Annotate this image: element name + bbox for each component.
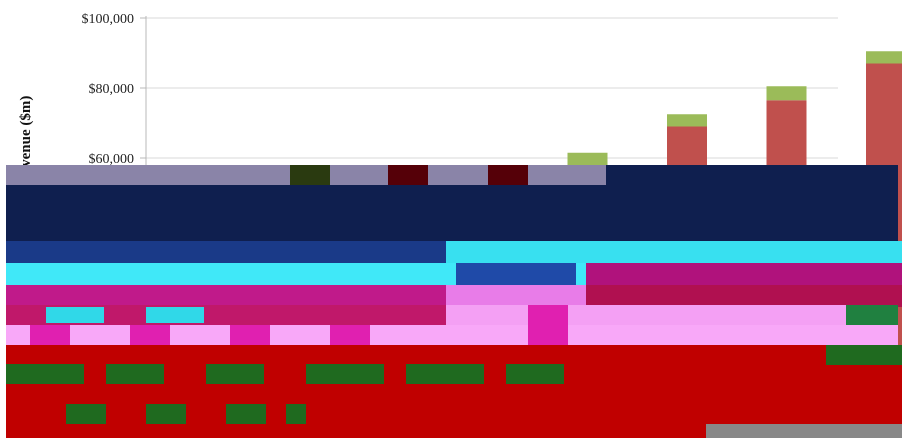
rendering-glitch-overlay [6,165,902,438]
bar-segment-top [667,114,707,127]
bar-segment-top [766,86,807,101]
grid [146,17,838,159]
y-axis-ticks: $100,000 $80,000 $60,000 [82,12,146,167]
y-tick-label: $60,000 [89,152,135,167]
y-axis-title: Revenue ($m) [18,96,34,185]
bar-segment-top [866,51,902,64]
bar-segment-top [567,152,608,165]
y-tick-label: $80,000 [89,82,135,97]
y-tick-label: $100,000 [82,12,135,27]
